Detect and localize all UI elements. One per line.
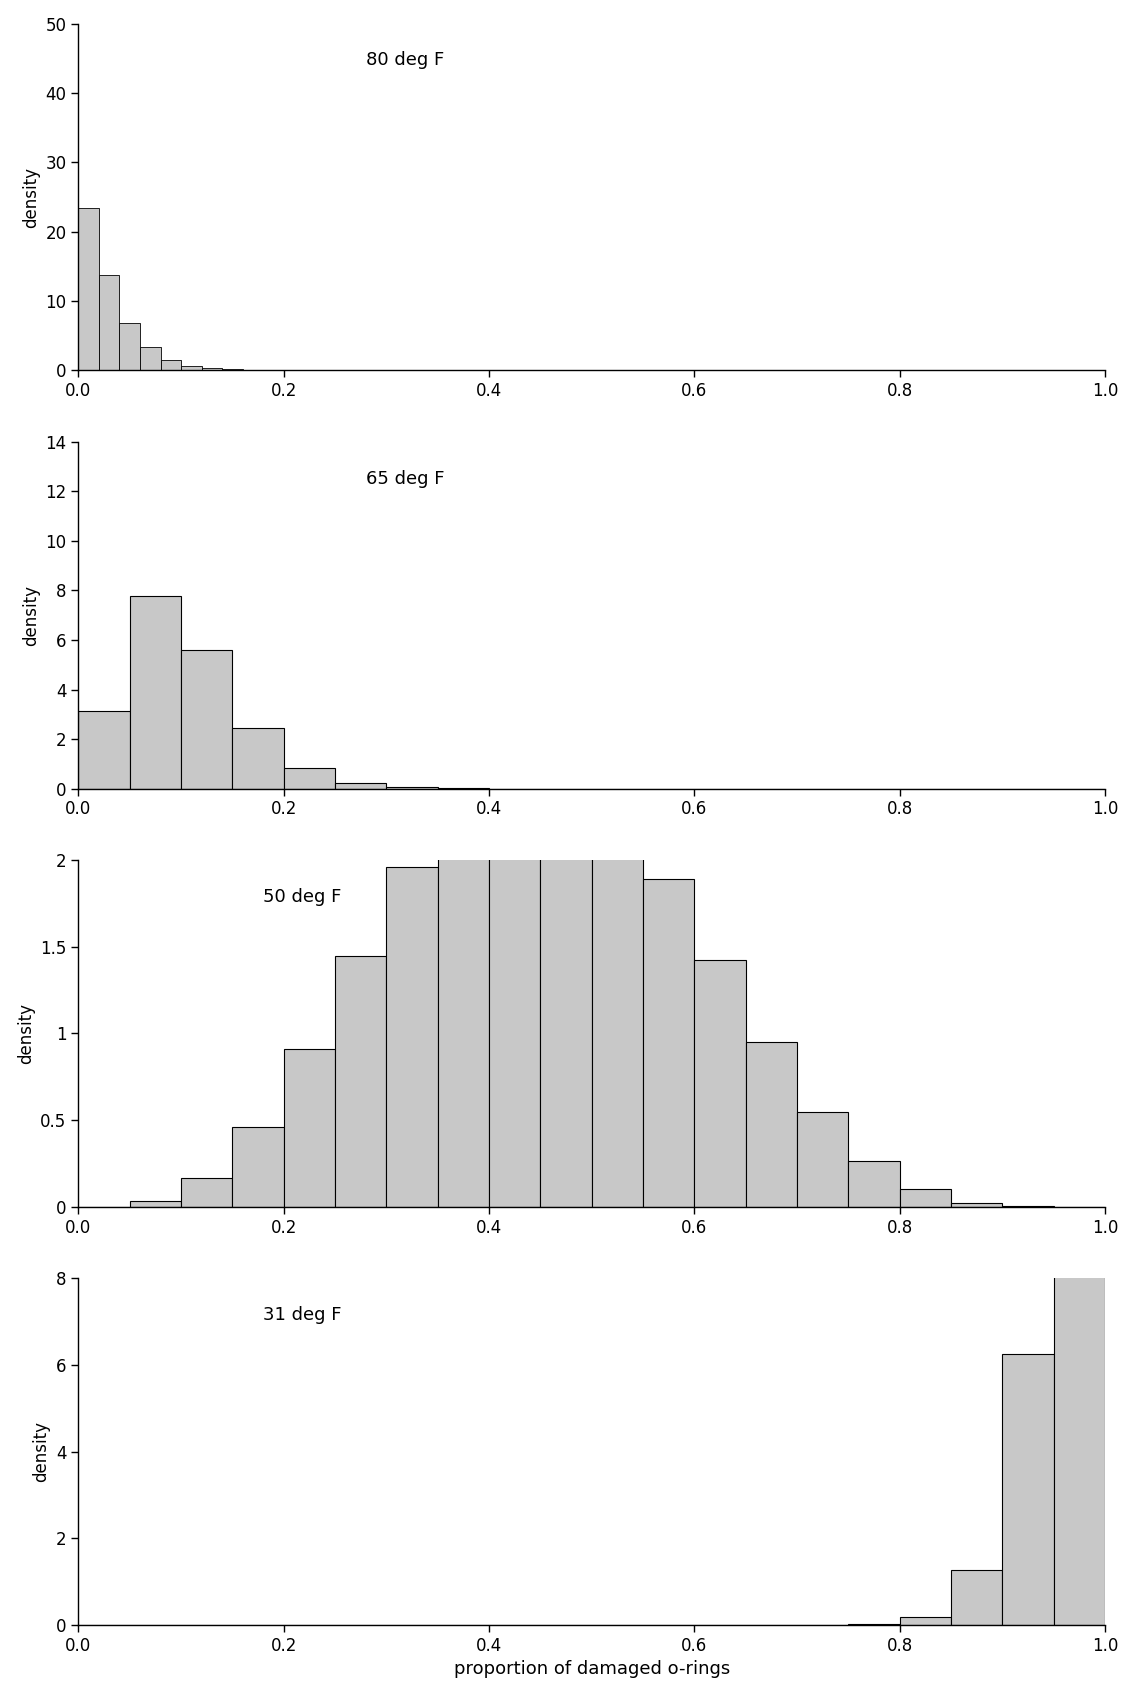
Bar (746, 1042, 797, 1207)
Bar (160, 359, 182, 370)
Bar (644, 878, 695, 1207)
Bar (695, 961, 746, 1207)
Bar (284, 768, 335, 788)
Text: 31 deg F: 31 deg F (263, 1307, 342, 1324)
Bar (233, 1127, 284, 1207)
Y-axis label: density: density (22, 585, 40, 646)
Bar (540, 764, 591, 1207)
Text: 65 deg F: 65 deg F (365, 470, 445, 488)
Text: 80 deg F: 80 deg F (365, 51, 444, 69)
Bar (233, 727, 284, 788)
Bar (900, 1190, 951, 1207)
Bar (335, 783, 386, 788)
Bar (284, 1049, 335, 1207)
Y-axis label: density: density (22, 166, 40, 227)
Y-axis label: density: density (33, 1420, 50, 1481)
Bar (900, 1617, 951, 1626)
Bar (1053, 1093, 1105, 1626)
Bar (489, 758, 540, 1207)
Bar (182, 366, 202, 370)
Bar (119, 322, 140, 370)
Bar (849, 1161, 900, 1207)
Bar (78, 208, 99, 370)
Y-axis label: density: density (17, 1003, 35, 1064)
Bar (951, 1570, 1002, 1626)
Bar (182, 651, 233, 788)
Bar (202, 368, 222, 370)
Text: 50 deg F: 50 deg F (263, 888, 342, 905)
Bar (335, 956, 386, 1207)
Bar (386, 866, 438, 1207)
Bar (129, 597, 182, 788)
Bar (797, 1112, 849, 1207)
Bar (951, 1202, 1002, 1207)
Bar (591, 805, 644, 1207)
Bar (78, 712, 129, 788)
Bar (129, 1202, 182, 1207)
Bar (140, 347, 160, 370)
X-axis label: proportion of damaged o-rings: proportion of damaged o-rings (454, 1661, 730, 1678)
Bar (99, 276, 119, 370)
Bar (1002, 1354, 1053, 1626)
Bar (182, 1178, 233, 1207)
Bar (438, 798, 489, 1207)
